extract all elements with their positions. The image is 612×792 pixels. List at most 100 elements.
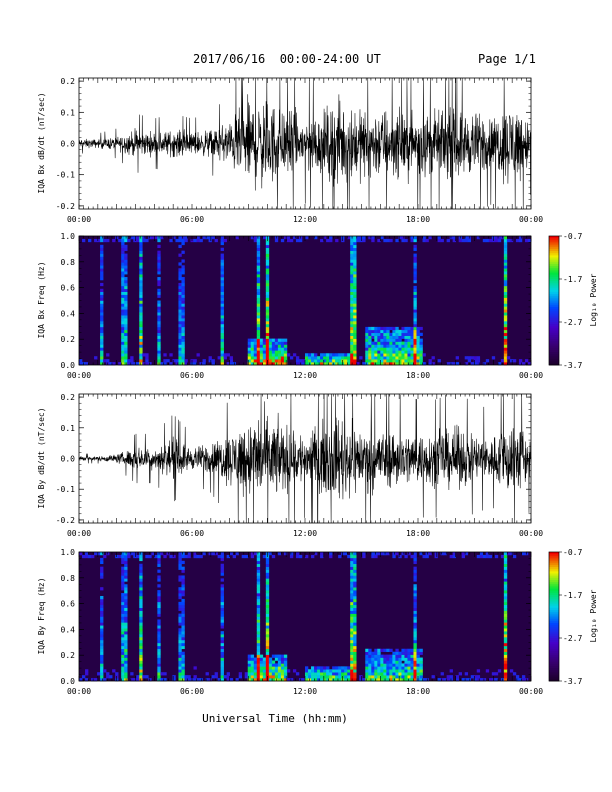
spectrogram-cell (157, 634, 161, 638)
spectrogram-cell (274, 669, 279, 673)
spectrogram-cell (353, 238, 357, 243)
spectrogram-cell (368, 678, 372, 682)
spectrogram-cell (181, 353, 185, 357)
spectrogram-cell (371, 663, 375, 667)
spectrogram-cell (422, 678, 426, 682)
spectrogram-cell (353, 619, 357, 623)
spectrogram-cell (139, 645, 143, 650)
spectrogram-cell (265, 672, 270, 676)
spectrogram-cell (389, 353, 393, 357)
spectrogram-cell (268, 353, 273, 357)
spectrogram-cell (232, 554, 236, 559)
spectrogram-cell (217, 356, 221, 360)
spectrogram-cell (124, 584, 128, 588)
spectrogram-cell (139, 628, 143, 632)
spectrogram-cell (238, 672, 243, 676)
spectrogram-cell (413, 584, 417, 588)
spectrogram-cell (220, 566, 224, 570)
spectrogram-cell (326, 359, 330, 363)
spectrogram-cell (503, 291, 508, 295)
spectrogram-cell (181, 294, 185, 298)
spectrogram-cell (256, 560, 261, 565)
spectrogram-cell (157, 569, 161, 573)
spectrogram-cell (521, 675, 526, 679)
spectrogram-cell (482, 678, 487, 682)
spectrogram-cell (157, 347, 161, 351)
x-tick-label: 12:00 (293, 215, 317, 224)
spectrogram-cell (100, 637, 104, 641)
spectrogram-cell (413, 291, 417, 295)
spectrogram-cell (172, 675, 176, 679)
spectrogram-cell (404, 329, 408, 334)
spectrogram-cell (211, 359, 215, 363)
spectrogram-cell (85, 362, 89, 366)
spectrogram-cell (413, 247, 417, 251)
spectrogram-cell (320, 678, 324, 682)
spectrogram-cell (157, 584, 161, 588)
spectrogram-cell (271, 678, 276, 682)
spectrogram-cell (124, 631, 128, 635)
spectrogram-cell (181, 297, 185, 301)
spectrogram-cell (371, 335, 375, 339)
spectrogram-cell (383, 338, 387, 342)
spectrogram-cell (353, 566, 357, 570)
spectrogram-cell (359, 236, 363, 240)
spectrogram-cell (271, 359, 276, 363)
spectrogram-cell (371, 238, 375, 243)
spectrogram-cell (100, 347, 104, 351)
spectrogram-cell (407, 678, 411, 682)
spectrogram-cell (181, 575, 185, 579)
spectrogram-cell (377, 347, 381, 351)
spectrogram-cell (377, 350, 381, 354)
spectrogram-cell (157, 575, 161, 579)
spectrogram-cell (202, 552, 206, 556)
spectrogram-cell (139, 657, 143, 661)
spectrogram-cell (229, 678, 233, 682)
spectrogram-cell (380, 344, 384, 348)
spectrogram-cell (280, 675, 285, 679)
spectrogram-cell (383, 326, 387, 331)
spectrogram-cell (425, 238, 429, 243)
spectrogram-cell (265, 651, 270, 655)
spectrogram-cell (253, 675, 258, 679)
spectrogram-cell (139, 575, 143, 579)
spectrogram-cell (124, 675, 128, 679)
spectrogram-cell (256, 359, 261, 363)
y-tick-label: 1.0 (61, 548, 76, 557)
spectrogram-cell (298, 362, 303, 366)
spectrogram-cell (413, 329, 417, 334)
spectrogram-cell (139, 256, 143, 260)
spectrogram-cell (383, 353, 387, 357)
spectrogram-cell (100, 648, 104, 652)
spectrogram-cell (283, 236, 288, 240)
spectrogram-cell (172, 359, 176, 363)
spectrogram-cell (121, 323, 125, 328)
spectrogram-cell (398, 347, 402, 351)
spectrogram-cell (220, 265, 224, 269)
colorbar-segment (549, 291, 559, 295)
spectrogram-cell (157, 321, 161, 325)
spectrogram-cell (371, 362, 375, 366)
spectrogram-cell (323, 678, 327, 682)
spectrogram-cell (250, 362, 255, 366)
spectrogram-cell (268, 356, 273, 360)
spectrogram-cell (350, 642, 354, 647)
spectrogram-cell (109, 362, 113, 366)
by-colorbar: Log₁₀ Power -0.7-1.7-2.7-3.7 (548, 548, 598, 686)
spectrogram-cell (353, 645, 357, 650)
spectrogram-cell (356, 236, 360, 240)
spectrogram-cell (392, 341, 396, 345)
spectrogram-cell (121, 560, 125, 565)
spectrogram-cell (223, 353, 227, 357)
spectrogram-cell (121, 300, 125, 304)
spectrogram-cell (265, 306, 270, 310)
spectrogram-cell (503, 344, 508, 348)
spectrogram-cell (178, 312, 182, 316)
spectrogram-cell (476, 236, 481, 240)
spectrogram-cell (268, 338, 273, 342)
spectrogram-cell (365, 657, 369, 661)
spectrogram-cell (365, 675, 369, 679)
spectrogram-cell (181, 312, 185, 316)
spectrogram-cell (157, 259, 161, 263)
spectrogram-cell (265, 274, 270, 278)
